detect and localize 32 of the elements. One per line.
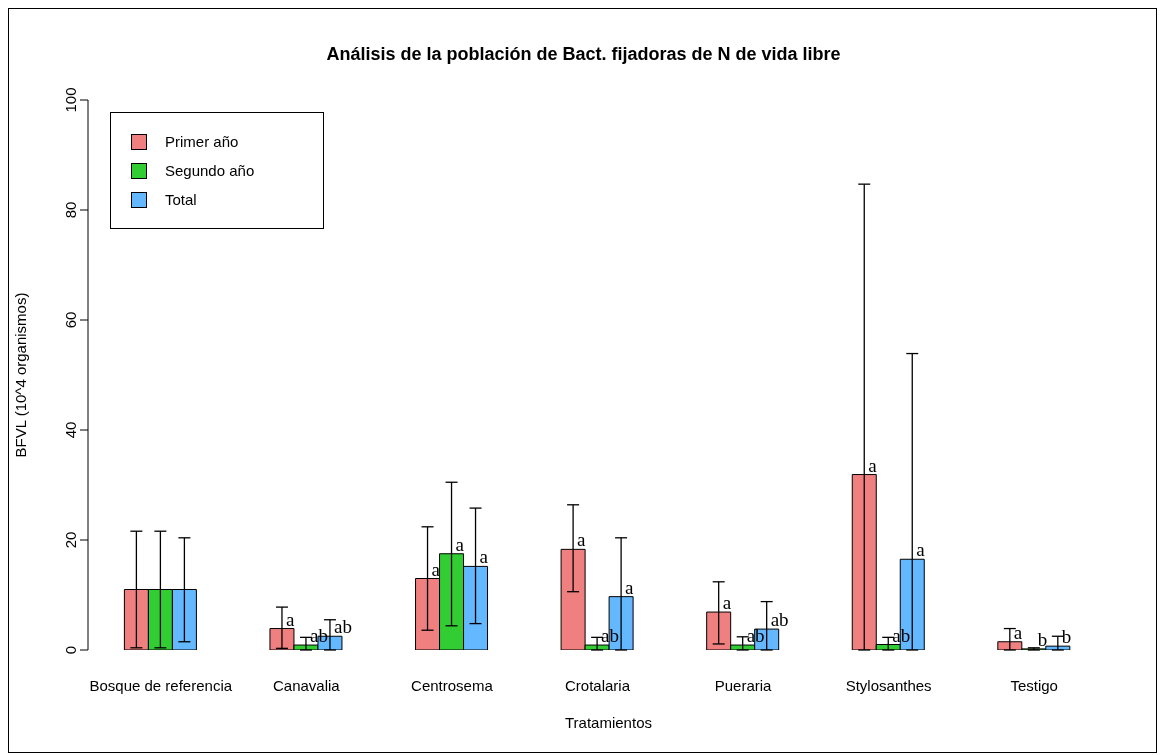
data-label: a [577, 529, 587, 551]
legend-label: Segundo año [165, 162, 255, 179]
y-axis-title: BFVL (10^4 organismos) [11, 292, 29, 458]
y-tick-label: 60 [62, 311, 79, 329]
data-label: a [625, 576, 635, 598]
data-label: b [1037, 628, 1048, 650]
data-label: a [455, 533, 465, 555]
data-label: a [479, 546, 489, 568]
y-tick-label: 100 [62, 87, 79, 113]
x-axis-title: Tratamientos [564, 714, 653, 731]
data-label: ab [333, 616, 352, 638]
data-label: ab [770, 609, 789, 631]
data-label: a [285, 608, 295, 630]
x-tick-label: Pueraria [714, 676, 773, 694]
x-tick-label: Bosque de referencia [89, 676, 233, 694]
x-tick-label: Canavalia [273, 676, 341, 694]
legend-label: Total [165, 191, 197, 208]
x-tick-label: Crotalaria [564, 676, 631, 694]
y-tick-label: 0 [62, 645, 79, 655]
data-label: a [916, 539, 926, 561]
chart-title: Análisis de la población de Bact. fijadoras de N de vida libre [325, 44, 842, 65]
x-tick-label: Centrosema [411, 676, 494, 694]
y-tick-label: 40 [62, 421, 79, 439]
data-label: a [1013, 621, 1023, 643]
x-tick-label: Stylosanthes [845, 676, 932, 694]
x-tick-label: Testigo [1010, 676, 1058, 694]
y-tick-label: 80 [62, 201, 79, 219]
data-label: a [868, 454, 878, 476]
legend-label: Primer año [165, 133, 239, 150]
y-tick-label: 20 [62, 531, 79, 549]
data-label: b [1061, 626, 1072, 648]
data-label: a [722, 592, 732, 614]
